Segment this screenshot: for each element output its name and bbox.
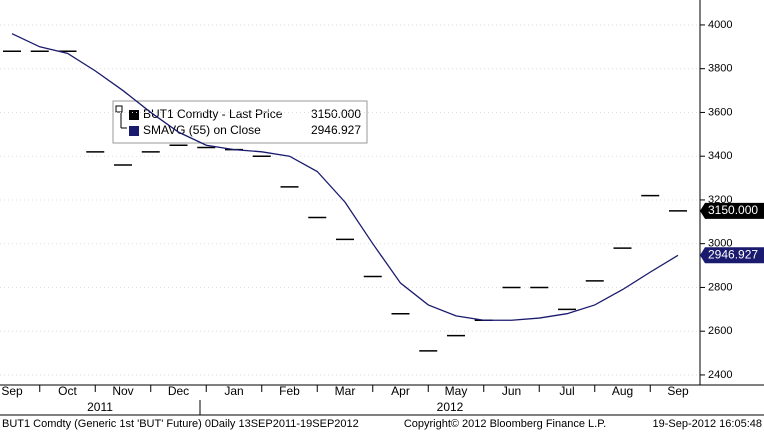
last-value-label: 3150.000 [708,203,758,217]
sma-line [11,33,679,321]
x-tick-label: Jan [224,384,243,398]
x-tick-label: Jul [559,384,574,398]
last-value-label: 2946.927 [708,247,758,261]
legend-swatch [129,126,139,136]
footer-center: Copyright© 2012 Bloomberg Finance L.P. [404,418,606,430]
legend-box [112,100,368,144]
x-tick-label: Aug [612,384,633,398]
x-tick-label: Jun [502,384,521,398]
x-tick-label: Feb [279,384,300,398]
x-tick-label: Mar [335,384,356,398]
legend-label: SMAVG (55) on Close [143,123,261,137]
footer-right: 19-Sep-2012 16:05:48 [653,418,762,430]
x-tick-label: Apr [391,384,410,398]
y-tick-label: 3000 [708,238,732,250]
y-tick-label: 2400 [708,369,732,381]
legend-value: 2946.927 [311,123,361,137]
y-tick-label: 2600 [708,325,732,337]
legend-swatch [129,110,139,120]
legend: BUT1 Comdty - Last Price 3150.000 SMAVG (5… [112,100,368,144]
legend-value: 3150.000 [311,107,361,121]
legend-handle [115,105,123,113]
x-tick-label: Sep [1,384,23,398]
x-tick-label: May [445,384,468,398]
y-tick-label: 3800 [708,63,732,75]
y-tick-label: 3600 [708,106,732,118]
y-tick-label: 3400 [708,150,732,162]
footer-left: BUT1 Comdty (Generic 1st 'BUT' Future) 0… [2,418,359,430]
last-value-flag [700,202,764,219]
year-label: 2012 [437,400,464,414]
y-tick-label: 3200 [708,194,732,206]
legend-label: BUT1 Comdty - Last Price [143,107,283,121]
x-tick-label: Dec [168,384,189,398]
x-tick-label: Oct [58,384,77,398]
y-tick-label: 4000 [708,19,732,31]
x-tick-label: Sep [667,384,689,398]
y-tick-label: 2800 [708,281,732,293]
x-tick-label: Nov [112,384,133,398]
year-label: 2011 [87,400,113,414]
last-value-flag [700,247,764,264]
